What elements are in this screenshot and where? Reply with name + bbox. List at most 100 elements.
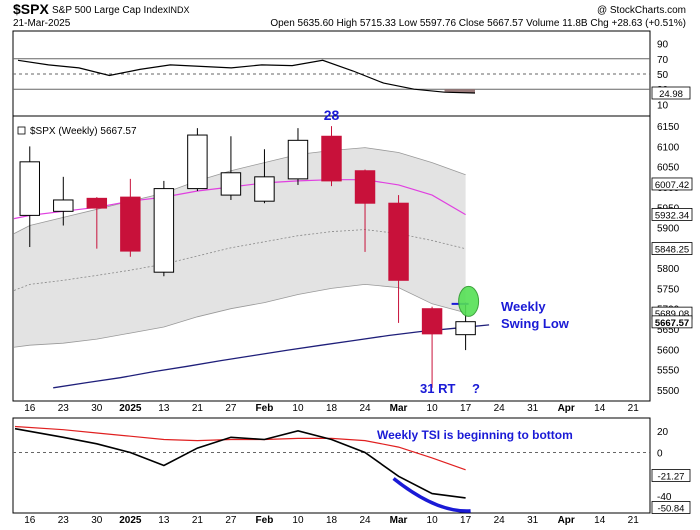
x-tick-label: Feb xyxy=(256,515,274,526)
rsi-tick-label: 90 xyxy=(657,40,669,51)
price-tick-label: 5800 xyxy=(657,264,680,275)
x-tick-label: Mar xyxy=(390,403,408,414)
price-panel: 6150610060506000595059005850580057505700… xyxy=(13,107,693,397)
x-tick-label: 31 xyxy=(527,403,539,414)
candle-body xyxy=(19,161,40,216)
tsi-panel-frame xyxy=(12,417,651,514)
x-tick-label: 14 xyxy=(594,403,606,414)
annotation-swing-low: Swing Low xyxy=(501,316,570,331)
symbol-title: $SPX xyxy=(13,1,49,17)
x-tick-label: 17 xyxy=(460,403,472,414)
tsi-annotation: Weekly TSI is beginning to bottom xyxy=(377,428,573,442)
x-axes: 16 23 30 2025 13 21 27 Feb 10 18 24 Mar 10 17 24 31 Apr 1… xyxy=(24,403,639,526)
tsi-value-label: -50.84 xyxy=(658,503,685,514)
x-tick-label: 24 xyxy=(359,515,371,526)
candle-body xyxy=(86,197,108,209)
peak-label: 28 xyxy=(324,107,340,123)
x-tick-label: 21 xyxy=(192,403,204,414)
price-tick-label: 5600 xyxy=(657,345,680,356)
candle-body xyxy=(421,308,443,335)
x-tick-label: 24 xyxy=(494,403,506,414)
candle-body xyxy=(287,139,309,180)
rsi-value-label: 24.98 xyxy=(659,89,683,100)
chart-date: 21-Mar-2025 xyxy=(13,18,71,29)
tsi-tick-label: 0 xyxy=(657,448,663,459)
candle-body xyxy=(455,321,476,336)
x-tick-label: 21 xyxy=(192,515,204,526)
rsi-tick-label: 70 xyxy=(657,55,669,66)
credit-text: @ StockCharts.com xyxy=(597,5,686,16)
x-tick-label: 23 xyxy=(58,403,70,414)
x-tick-label: 27 xyxy=(225,403,237,414)
price-value-label: 6007.42 xyxy=(655,180,689,191)
candle-body xyxy=(354,170,376,204)
x-tick-label: Apr xyxy=(558,403,575,414)
price-tick-label: 5500 xyxy=(657,386,680,397)
tsi-tick-label: 20 xyxy=(657,427,669,438)
x-tick-label: 31 xyxy=(527,515,539,526)
x-tick-label: 21 xyxy=(628,403,640,414)
price-tick-label: 5550 xyxy=(657,366,680,377)
price-value-box xyxy=(651,242,693,255)
x-tick-label: 10 xyxy=(427,515,439,526)
price-tick-label: 6150 xyxy=(657,122,680,133)
tsi-value-label: -21.27 xyxy=(658,471,685,482)
candle-body xyxy=(187,134,208,190)
x-tick-label: 27 xyxy=(225,515,237,526)
x-tick-label: 10 xyxy=(292,515,304,526)
tsi-main-line xyxy=(14,427,466,499)
price-tick-label: 5650 xyxy=(657,325,680,336)
ohlc-summary: Open 5635.60 High 5715.33 Low 5597.76 Cl… xyxy=(270,18,686,29)
x-tick-label: 18 xyxy=(326,403,338,414)
x-tick-label: 17 xyxy=(460,515,472,526)
tsi-tick-label: -40 xyxy=(657,492,672,503)
candle-body xyxy=(220,172,242,196)
candle-body xyxy=(254,176,275,202)
ma-navy-line xyxy=(53,324,490,389)
candle-body xyxy=(53,199,74,212)
price-panel-frame xyxy=(12,115,651,402)
price-tick-label: 5750 xyxy=(657,284,680,295)
tsi-signal-line xyxy=(14,425,466,471)
price-value-box xyxy=(651,177,693,191)
x-tick-label: 14 xyxy=(594,515,606,526)
annotation-31rt: 31 RT xyxy=(420,381,455,396)
x-tick-label: 2025 xyxy=(119,515,142,526)
tsi-bottom-arc xyxy=(392,477,471,513)
x-tick-label: 16 xyxy=(24,515,36,526)
x-tick-label: 23 xyxy=(58,515,70,526)
tsi-value-box xyxy=(651,501,691,514)
price-value-box xyxy=(651,315,693,329)
x-tick-label: 30 xyxy=(91,515,103,526)
rsi-line xyxy=(17,59,476,94)
x-tick-label: 10 xyxy=(427,403,439,414)
x-tick-label: 24 xyxy=(359,403,371,414)
index-name: S&P 500 Large Cap Index xyxy=(52,5,168,16)
rsi-tick-label: 50 xyxy=(657,70,669,81)
tsi-value-box xyxy=(651,469,691,482)
rsi-value-box xyxy=(651,86,691,100)
candle-body xyxy=(388,202,409,281)
x-tick-label: 30 xyxy=(91,403,103,414)
annotation-weekly: Weekly xyxy=(501,299,546,314)
price-tick-label: 6050 xyxy=(657,163,680,174)
price-value-box xyxy=(651,208,693,221)
rsi-panel: 907050301024.98 xyxy=(13,40,691,111)
bollinger-lower xyxy=(13,283,466,348)
price-tick-label: 6100 xyxy=(657,142,680,153)
green-marker xyxy=(458,285,480,317)
price-value-label: 5932.34 xyxy=(655,210,689,221)
x-tick-label: 10 xyxy=(292,403,304,414)
x-tick-label: Feb xyxy=(256,403,274,414)
x-tick-label: 13 xyxy=(158,515,170,526)
x-tick-label: Apr xyxy=(558,515,575,526)
price-value-label: 5689.08 xyxy=(655,309,689,320)
bollinger-middle xyxy=(13,229,466,291)
price-value-label: 5667.57 xyxy=(655,318,689,329)
x-tick-label: 16 xyxy=(24,403,36,414)
candle-body xyxy=(153,188,175,273)
x-tick-label: 24 xyxy=(494,515,506,526)
x-tick-label: Mar xyxy=(390,515,408,526)
